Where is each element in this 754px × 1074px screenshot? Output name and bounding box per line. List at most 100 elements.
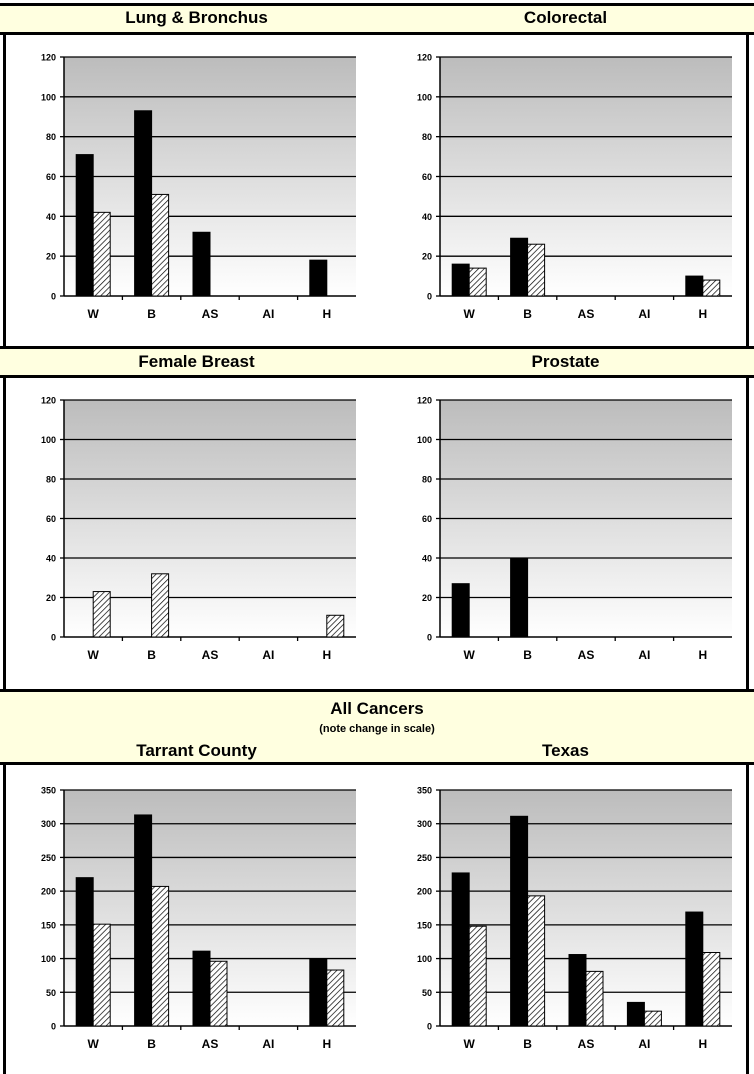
y-tick-label: 120 bbox=[417, 53, 432, 63]
x-tick-label: W bbox=[464, 1037, 476, 1051]
y-tick-label: 0 bbox=[427, 633, 432, 643]
x-tick-label: W bbox=[464, 307, 476, 321]
bar-b-series-2 bbox=[527, 895, 546, 1027]
y-tick-label: 40 bbox=[422, 554, 432, 564]
bar-as-series-2 bbox=[585, 970, 604, 1027]
y-tick-label: 100 bbox=[417, 92, 432, 102]
title-tarrant-county: Tarrant County bbox=[136, 741, 257, 760]
bar-h-series-2 bbox=[702, 279, 721, 297]
x-tick-label: H bbox=[322, 648, 331, 662]
x-tick-label: AS bbox=[202, 648, 219, 662]
x-tick-label: AI bbox=[262, 307, 274, 321]
y-tick-label: 120 bbox=[417, 396, 432, 406]
y-tick-label: 20 bbox=[46, 252, 56, 262]
y-tick-label: 60 bbox=[46, 172, 56, 182]
y-tick-label: 40 bbox=[422, 212, 432, 222]
x-tick-label: H bbox=[698, 307, 707, 321]
y-tick-label: 250 bbox=[41, 853, 56, 863]
bar-w-series-2 bbox=[468, 267, 487, 297]
bar-w-series-2 bbox=[468, 925, 487, 1027]
x-tick-label: H bbox=[698, 648, 707, 662]
y-tick-label: 250 bbox=[417, 853, 432, 863]
bar-b-series-2 bbox=[151, 193, 170, 297]
y-tick-label: 200 bbox=[417, 887, 432, 897]
y-tick-label: 0 bbox=[51, 292, 56, 302]
y-tick-label: 50 bbox=[46, 988, 56, 998]
x-tick-label: H bbox=[698, 1037, 707, 1051]
y-tick-label: 50 bbox=[422, 988, 432, 998]
title-prostate: Prostate bbox=[531, 352, 600, 371]
y-tick-label: 350 bbox=[417, 786, 432, 796]
bar-h-series-2 bbox=[326, 614, 345, 638]
x-tick-label: W bbox=[88, 307, 100, 321]
x-tick-label: W bbox=[88, 1037, 100, 1051]
bar-as-series-1 bbox=[192, 231, 211, 297]
bar-b-series-2 bbox=[151, 573, 170, 638]
bar-h-series-1 bbox=[685, 911, 704, 1027]
x-tick-label: AS bbox=[578, 1037, 595, 1051]
bar-b-series-2 bbox=[151, 885, 170, 1027]
y-tick-label: 20 bbox=[46, 593, 56, 603]
y-tick-label: 100 bbox=[41, 435, 56, 445]
y-tick-label: 60 bbox=[422, 514, 432, 524]
y-tick-label: 80 bbox=[422, 475, 432, 485]
y-tick-label: 0 bbox=[51, 633, 56, 643]
bar-w-series-2 bbox=[92, 591, 111, 638]
y-tick-label: 0 bbox=[51, 1022, 56, 1032]
bar-h-series-2 bbox=[326, 969, 345, 1027]
bar-b-series-1 bbox=[510, 815, 529, 1027]
x-tick-label: AS bbox=[578, 648, 595, 662]
y-tick-label: 350 bbox=[41, 786, 56, 796]
y-tick-label: 20 bbox=[422, 593, 432, 603]
title-colorectal: Colorectal bbox=[523, 8, 608, 27]
x-tick-label: B bbox=[147, 307, 156, 321]
y-tick-label: 120 bbox=[41, 53, 56, 63]
x-tick-label: AI bbox=[638, 307, 650, 321]
y-tick-label: 120 bbox=[41, 396, 56, 406]
y-tick-label: 200 bbox=[41, 887, 56, 897]
header-band-row3 bbox=[0, 689, 754, 765]
title-female-breast: Female Breast bbox=[138, 352, 255, 371]
y-tick-label: 80 bbox=[422, 132, 432, 142]
y-tick-label: 100 bbox=[417, 435, 432, 445]
y-tick-label: 80 bbox=[46, 132, 56, 142]
x-tick-label: B bbox=[147, 1037, 156, 1051]
bar-b-series-1 bbox=[510, 557, 529, 638]
header-band-row2 bbox=[0, 346, 754, 378]
bar-w-series-1 bbox=[451, 583, 470, 638]
bar-w-series-2 bbox=[92, 923, 111, 1027]
x-tick-label: W bbox=[464, 648, 476, 662]
bar-b-series-2 bbox=[527, 243, 546, 297]
x-tick-label: AI bbox=[638, 1037, 650, 1051]
y-tick-label: 100 bbox=[41, 954, 56, 964]
x-tick-label: W bbox=[88, 648, 100, 662]
y-tick-label: 300 bbox=[41, 819, 56, 829]
bar-h-series-1 bbox=[309, 259, 328, 297]
bar-as-series-2 bbox=[209, 960, 228, 1027]
bar-w-series-1 bbox=[451, 872, 470, 1027]
x-tick-label: B bbox=[147, 648, 156, 662]
y-tick-label: 0 bbox=[427, 1022, 432, 1032]
bar-ai-series-2 bbox=[643, 1010, 662, 1027]
x-tick-label: B bbox=[523, 307, 532, 321]
y-tick-label: 40 bbox=[46, 554, 56, 564]
y-tick-label: 300 bbox=[417, 819, 432, 829]
x-tick-label: B bbox=[523, 1037, 532, 1051]
y-tick-label: 100 bbox=[41, 92, 56, 102]
y-tick-label: 150 bbox=[417, 920, 432, 930]
y-tick-label: 40 bbox=[46, 212, 56, 222]
y-tick-label: 20 bbox=[422, 252, 432, 262]
y-tick-label: 60 bbox=[422, 172, 432, 182]
bar-h-series-2 bbox=[702, 952, 721, 1027]
x-tick-label: AI bbox=[262, 1037, 274, 1051]
bar-w-series-2 bbox=[92, 211, 111, 297]
x-tick-label: B bbox=[523, 648, 532, 662]
y-tick-label: 100 bbox=[417, 954, 432, 964]
note-scale-change: (note change in scale) bbox=[319, 723, 435, 735]
